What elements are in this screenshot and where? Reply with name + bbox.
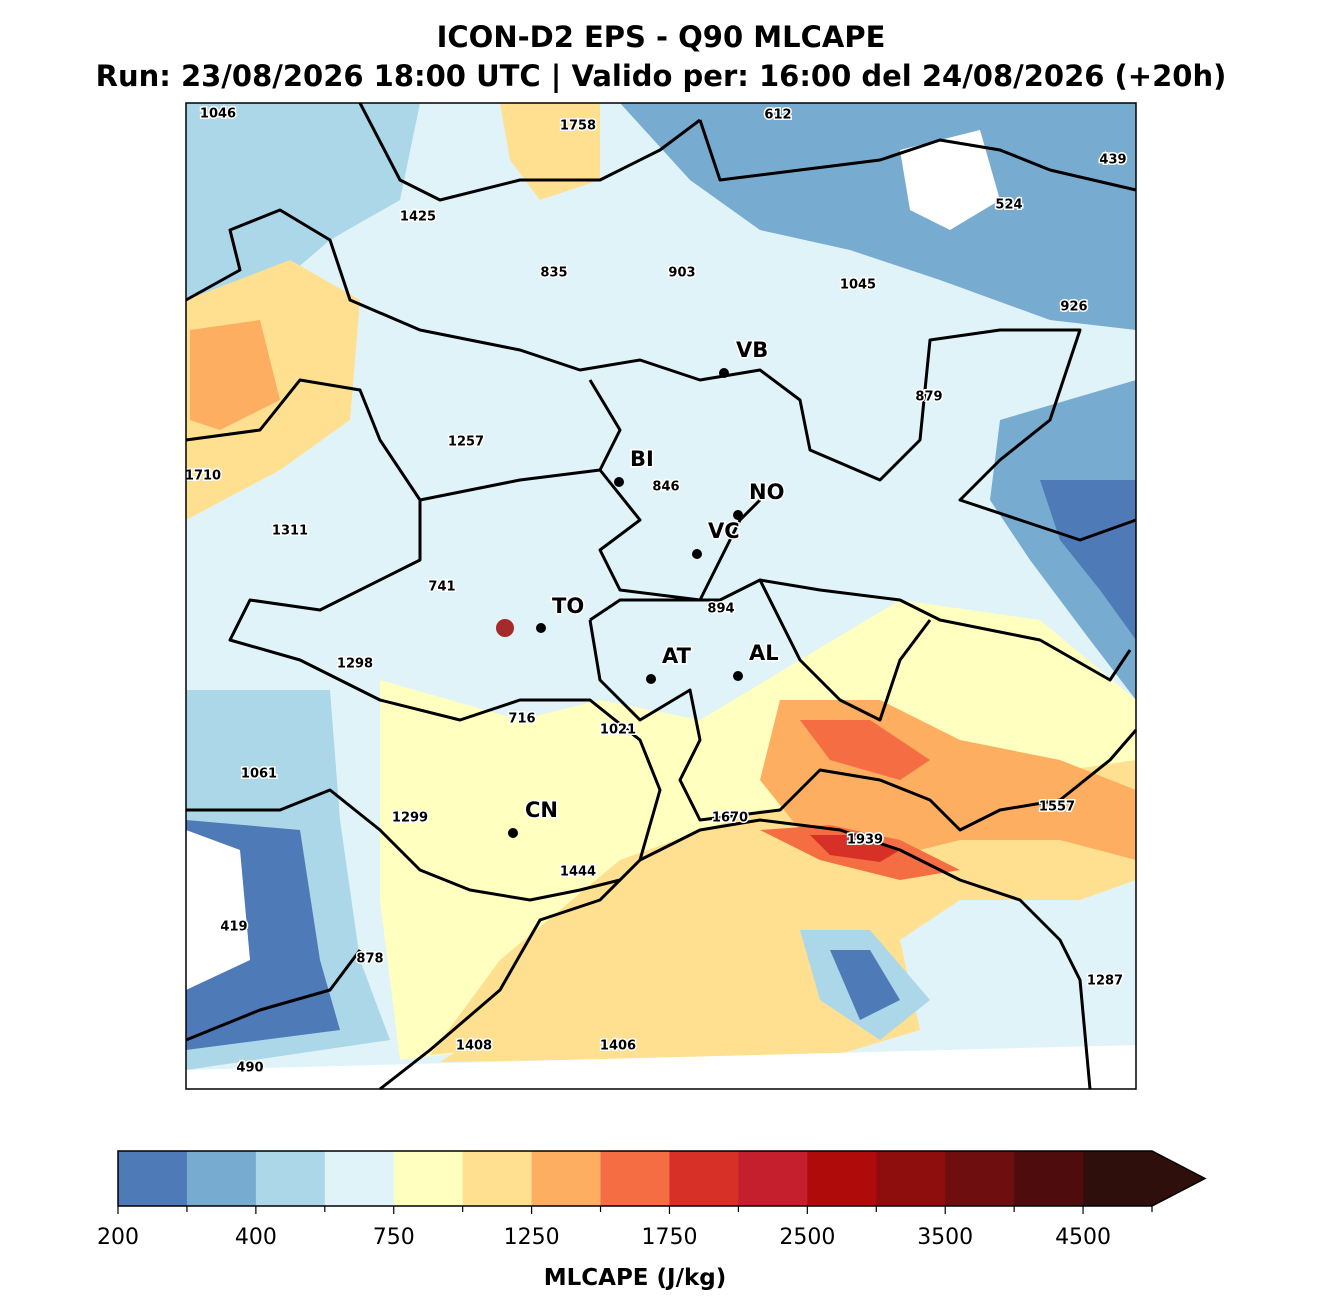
colorbar-tick-label: 750 <box>373 1225 415 1250</box>
colorbar-segment <box>1014 1151 1084 1206</box>
value-annotation: 1298 <box>337 657 373 672</box>
colorbar-tick-label: 3500 <box>917 1225 973 1250</box>
city-dot <box>733 510 743 520</box>
value-annotation: 439 <box>1099 153 1126 168</box>
colorbar-segment <box>462 1151 533 1206</box>
city-dot <box>733 671 743 681</box>
colorbar-tick-label: 2500 <box>779 1225 835 1250</box>
colorbar-outline <box>117 1150 1207 1207</box>
value-annotation: 524 <box>995 198 1022 213</box>
city-dot <box>646 674 656 684</box>
colorbar-segment <box>324 1151 395 1206</box>
colorbar-segment <box>531 1151 602 1206</box>
city-label: CN <box>525 798 558 822</box>
value-annotation: 1406 <box>600 1039 636 1054</box>
city-dot <box>719 368 729 378</box>
field-area <box>1040 480 1136 640</box>
value-annotation: 1287 <box>1087 974 1123 989</box>
value-annotation: 612 <box>764 108 791 123</box>
city-label: VB <box>736 338 768 362</box>
value-annotation: 741 <box>428 580 455 595</box>
borders <box>185 102 1138 1091</box>
field-area <box>500 103 600 200</box>
colorbar: 200 400 750 1250 1750 2500 3500 4500 <box>97 1150 1207 1250</box>
value-annotation: 1444 <box>560 865 596 880</box>
field-area <box>900 130 1000 230</box>
field-area <box>190 320 280 430</box>
colorbar-tick-label: 1750 <box>641 1225 697 1250</box>
value-annotation: 1021 <box>600 723 636 738</box>
city-label: AT <box>662 644 692 668</box>
value-annotation: 1045 <box>840 278 876 293</box>
value-annotation: 716 <box>508 712 535 727</box>
colorbar-tick-label: 200 <box>97 1225 139 1250</box>
value-annotation: 1425 <box>400 210 436 225</box>
value-annotation: 926 <box>1060 300 1087 315</box>
value-annotation: 419 <box>220 920 247 935</box>
value-annotation: 1257 <box>448 435 484 450</box>
colorbar-segment <box>1083 1151 1153 1206</box>
colorbar-segment <box>118 1151 188 1206</box>
value-annotation: 1557 <box>1039 800 1075 815</box>
colorbar-segment <box>669 1151 739 1206</box>
annotations: 1046 1758 612 439 1425 524 835 903 1045 … <box>183 105 1128 1077</box>
field-area <box>186 103 420 310</box>
colorbar-segment <box>255 1151 326 1206</box>
value-annotation: 1939 <box>847 833 883 848</box>
title: ICON-D2 EPS - Q90 MLCAPE <box>437 20 886 54</box>
value-annotation: 1408 <box>456 1039 492 1054</box>
colorbar-segment <box>945 1151 1015 1206</box>
subtitle: Run: 23/08/2026 18:00 UTC | Valido per: … <box>96 59 1227 93</box>
city-dot <box>536 623 546 633</box>
city-label: VC <box>708 519 740 543</box>
value-annotation: 879 <box>915 390 942 405</box>
cities: VB BI NO VC TO AT AL CN <box>496 337 786 838</box>
colorbar-segment <box>600 1151 670 1206</box>
city-label: NO <box>749 480 784 504</box>
value-annotation: 1758 <box>560 119 596 134</box>
value-annotation: 1299 <box>392 811 428 826</box>
city-label: TO <box>552 594 584 618</box>
city-dot <box>508 828 518 838</box>
value-annotation: 1710 <box>185 469 221 484</box>
map-frame <box>185 102 1137 1090</box>
value-annotation: 846 <box>652 480 679 495</box>
city-dot <box>692 549 702 559</box>
location-marker <box>496 619 514 637</box>
field-area <box>186 830 250 990</box>
value-annotation: 1311 <box>272 524 308 539</box>
field-area <box>620 103 1136 330</box>
city-dot <box>614 477 624 487</box>
colorbar-segment <box>186 1151 257 1206</box>
colorbar-tick-label: 4500 <box>1055 1225 1111 1250</box>
value-annotation: 1670 <box>712 811 748 826</box>
value-annotation: 1061 <box>241 767 277 782</box>
colorbar-extend <box>1152 1151 1205 1206</box>
colorbar-tick-label: 400 <box>235 1225 277 1250</box>
value-annotation: 894 <box>707 602 734 617</box>
field-area <box>830 950 900 1020</box>
city-label: BI <box>630 447 654 471</box>
colorbar-segment <box>807 1151 877 1206</box>
field-area <box>800 720 930 780</box>
colorbar-segment <box>738 1151 808 1206</box>
colorbar-label: MLCAPE (J/kg) <box>544 1265 727 1291</box>
value-annotation: 903 <box>668 266 695 281</box>
colorbar-segment <box>393 1151 464 1206</box>
colorbar-tick-label: 1250 <box>504 1225 560 1250</box>
value-annotation: 878 <box>356 952 383 967</box>
value-annotation: 490 <box>236 1061 263 1076</box>
colorbar-segment <box>876 1151 946 1206</box>
field-area <box>440 880 920 1062</box>
value-annotation: 1046 <box>200 107 236 122</box>
value-annotation: 835 <box>540 266 567 281</box>
city-label: AL <box>749 641 779 665</box>
field-area <box>186 1045 1136 1089</box>
